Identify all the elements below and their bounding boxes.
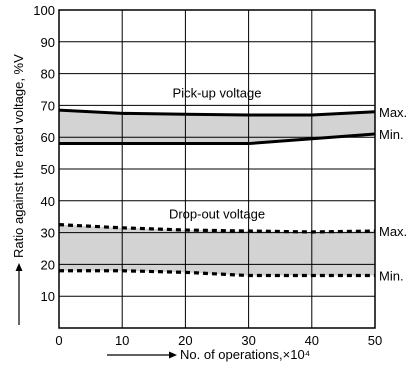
pickup-max-label: Max.: [379, 105, 407, 120]
grid-layer: [59, 10, 375, 328]
y-axis-title-group: Ratio against the rated voltage, %V: [11, 54, 26, 325]
y-tick-label: 100: [33, 3, 55, 18]
tick-labels-layer: 0 10 20 30 40 50 10 20 30 40 50 60 70 80 90 100: [33, 3, 382, 348]
dropout-min-label: Min.: [379, 269, 404, 284]
y-tick-label: 70: [41, 98, 55, 113]
pickup-min-label: Min.: [379, 127, 404, 142]
x-tick-label: 30: [241, 333, 255, 348]
pickup-min-line: [59, 132, 376, 146]
x-axis-arrowhead: [169, 351, 177, 359]
y-tick-label: 60: [41, 130, 55, 145]
series-layer: [58, 108, 376, 278]
bands-layer: [59, 110, 375, 276]
x-axis-title-group: No. of operations,×10⁴: [107, 347, 310, 362]
pickup-max-line: [58, 108, 376, 117]
y-axis-arrowhead: [15, 263, 23, 271]
dropout-max-label: Max.: [379, 224, 407, 239]
y-tick-label: 30: [41, 226, 55, 241]
dropout-band: [59, 224, 375, 276]
x-tick-label: 20: [178, 333, 192, 348]
pickup-voltage-label: Pick-up voltage: [173, 85, 262, 100]
y-tick-label: 90: [41, 35, 55, 50]
dropout-voltage-label: Drop-out voltage: [169, 206, 265, 221]
plot-frame: [58, 9, 376, 329]
x-tick-label: 10: [115, 333, 129, 348]
x-tick-label: 40: [305, 333, 319, 348]
y-tick-label: 80: [41, 67, 55, 82]
x-tick-label: 50: [368, 333, 382, 348]
pickup-band: [59, 110, 375, 144]
y-tick-label: 20: [41, 257, 55, 272]
dropout-max-line: [58, 223, 376, 234]
dropout-min-line: [59, 269, 375, 278]
y-tick-label: 10: [41, 289, 55, 304]
y-axis-title: Ratio against the rated voltage, %V: [11, 54, 26, 258]
y-tick-label: 40: [41, 194, 55, 209]
x-axis-title: No. of operations,×10⁴: [180, 347, 310, 362]
y-tick-label: 50: [41, 162, 55, 177]
x-tick-label: 0: [55, 333, 62, 348]
